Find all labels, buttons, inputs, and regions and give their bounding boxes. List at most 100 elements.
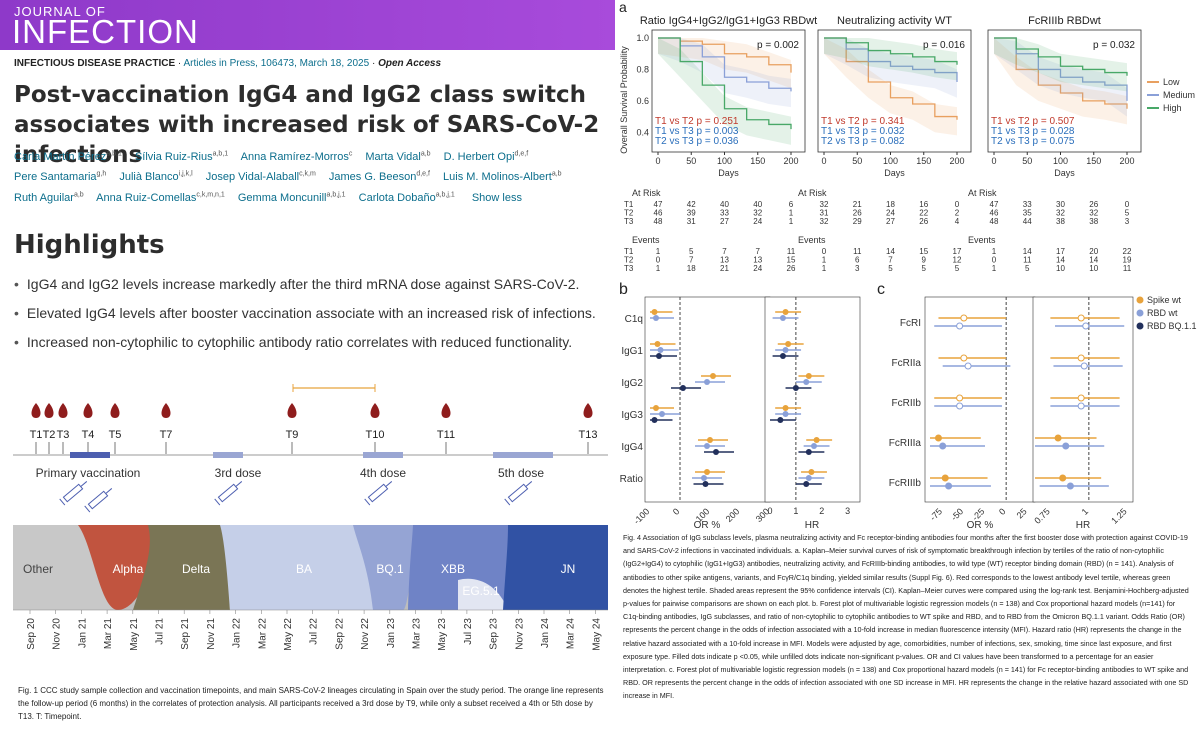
km-ytick-label: 1.0 — [636, 33, 649, 43]
lineage-bq1 — [353, 525, 418, 610]
forest-hr-label: HR — [805, 520, 819, 530]
author-affiliation: c — [348, 150, 353, 157]
journal-banner[interactable]: JOURNAL OF INFECTION — [0, 0, 615, 50]
lineage-delta — [133, 525, 230, 610]
author-link[interactable]: Luis M. Molinos-Alberta,b — [443, 170, 562, 184]
risk-cell: 42 — [687, 200, 696, 209]
forest-point — [964, 362, 972, 370]
syringe-needle — [105, 488, 113, 494]
km-pairwise: T1 vs T3 p = 0.032 — [821, 126, 905, 137]
author-link[interactable]: D. Herbert Opid,e,f — [443, 150, 529, 163]
author-link[interactable]: Pere Santamariag,h — [14, 170, 107, 184]
risk-cell: 26 — [853, 209, 862, 218]
event-cell: 1 — [822, 264, 827, 273]
author-link[interactable]: Sílvia Ruiz-Riusa,b,1 — [134, 150, 229, 163]
forest-or-label: OR % — [694, 520, 721, 530]
author-link[interactable]: Julià Blancoi,j,k,l — [119, 170, 193, 184]
highlights-heading: Highlights — [14, 230, 165, 260]
event-row-label: T2 — [624, 256, 634, 265]
event-cell: 0 — [992, 256, 997, 265]
author-link[interactable]: Anna Ruiz-Comellasc,k,m,n,1 — [96, 191, 225, 204]
forest-hr-tick: 1 — [1080, 506, 1091, 517]
forest-point — [939, 442, 947, 450]
forest-point — [805, 373, 812, 379]
syringe-plunger — [59, 498, 66, 506]
risk-cell: 21 — [853, 200, 862, 209]
km-ci-band — [824, 38, 957, 98]
author-link[interactable]: Gemma Moncunilla,b,j,1 — [237, 191, 346, 204]
event-cell: 1 — [656, 247, 661, 256]
show-less-link[interactable]: Show less — [471, 191, 522, 204]
author-link[interactable]: Josep Vidal-Alaballc,k,m — [205, 170, 316, 184]
forest-row-label: IgG4 — [621, 442, 643, 453]
journal-name-top: JOURNAL OF — [14, 4, 106, 19]
risk-cell: 27 — [886, 217, 895, 226]
month-label: May 24 — [591, 618, 602, 651]
risk-cell: 35 — [1023, 209, 1032, 218]
km-title: Neutralizing activity WT — [837, 15, 952, 27]
event-cell: 14 — [1023, 247, 1032, 256]
timepoint-label: T1 — [30, 429, 43, 441]
forest-point — [1077, 402, 1085, 410]
forest-point — [701, 475, 707, 481]
forest-point — [1080, 362, 1088, 370]
author-link[interactable]: Marta Vidala,b — [365, 150, 431, 163]
event-cell: 5 — [922, 264, 927, 273]
km-xtick-label: 150 — [916, 156, 931, 166]
event-cell: 0 — [656, 256, 661, 265]
km-ytick-label: 0.8 — [636, 64, 649, 74]
forest-point — [656, 353, 662, 359]
km-frame — [651, 29, 806, 153]
author-link[interactable]: Carla Martín Péreza,b,1 — [14, 150, 122, 163]
km-xtick-label: 200 — [783, 156, 798, 166]
km-curve-medium — [824, 37, 958, 82]
event-cell: 5 — [888, 264, 893, 273]
risk-cell: 46 — [654, 209, 663, 218]
km-pairwise: T1 vs T2 p = 0.251 — [655, 116, 739, 127]
open-access-label: Open Access — [378, 58, 442, 69]
km-xlabel: Days — [1054, 168, 1075, 178]
forest-row-label: IgG3 — [621, 410, 643, 421]
event-cell: 21 — [720, 264, 729, 273]
month-label: Mar 24 — [566, 618, 577, 650]
risk-cell: 32 — [820, 200, 829, 209]
event-cell: 14 — [1056, 256, 1065, 265]
risk-cell: 2 — [955, 209, 960, 218]
km-curve-low — [994, 37, 1128, 109]
month-label: Jul 22 — [309, 618, 320, 645]
month-label: Nov 21 — [206, 618, 217, 650]
risk-cell: 47 — [654, 200, 663, 209]
risk-cell: 46 — [990, 209, 999, 218]
event-cell: 13 — [753, 256, 762, 265]
forest-point — [956, 322, 964, 330]
author-link[interactable]: Anna Ramírez-Morrosc — [240, 150, 353, 163]
km-curve-high — [824, 37, 958, 65]
km-frame — [987, 29, 1142, 153]
forest-hr-tick: 3 — [845, 506, 850, 516]
author-link[interactable]: Ruth Aguilara,b — [14, 191, 84, 204]
articles-in-press-link[interactable]: Articles in Press, 106473, March 18, 202… — [183, 58, 370, 69]
km-xtick-label: 150 — [750, 156, 765, 166]
author-link[interactable]: James G. Beesond,e,f — [328, 170, 430, 184]
risk-cell: 29 — [853, 217, 862, 226]
syringe-plunger — [214, 498, 221, 506]
forest-or-tick: -100 — [632, 506, 652, 526]
author-affiliation: c,k,m — [299, 170, 316, 178]
panel-label-b: b — [619, 281, 628, 298]
event-cell: 7 — [756, 247, 761, 256]
fifth-dose-bar — [493, 452, 553, 458]
km-curve-medium — [994, 37, 1128, 101]
timepoint-label: T11 — [437, 429, 455, 441]
forest-or-tick: 0 — [671, 506, 682, 517]
event-cell: 5 — [689, 247, 694, 256]
forest-row-label: FcRI — [900, 318, 921, 329]
km-xtick-label: 50 — [852, 156, 862, 166]
forest-point — [704, 379, 710, 385]
syringe-icon — [84, 488, 113, 513]
legend-dot — [1136, 296, 1144, 304]
timepoint-label: T10 — [366, 429, 385, 441]
forest-hr-tick: 0.75 — [1032, 506, 1051, 525]
event-cell: 1 — [992, 247, 997, 256]
author-link[interactable]: Carlota Dobañoa,b,j,1 — [358, 191, 455, 204]
event-cell: 11 — [853, 247, 862, 256]
